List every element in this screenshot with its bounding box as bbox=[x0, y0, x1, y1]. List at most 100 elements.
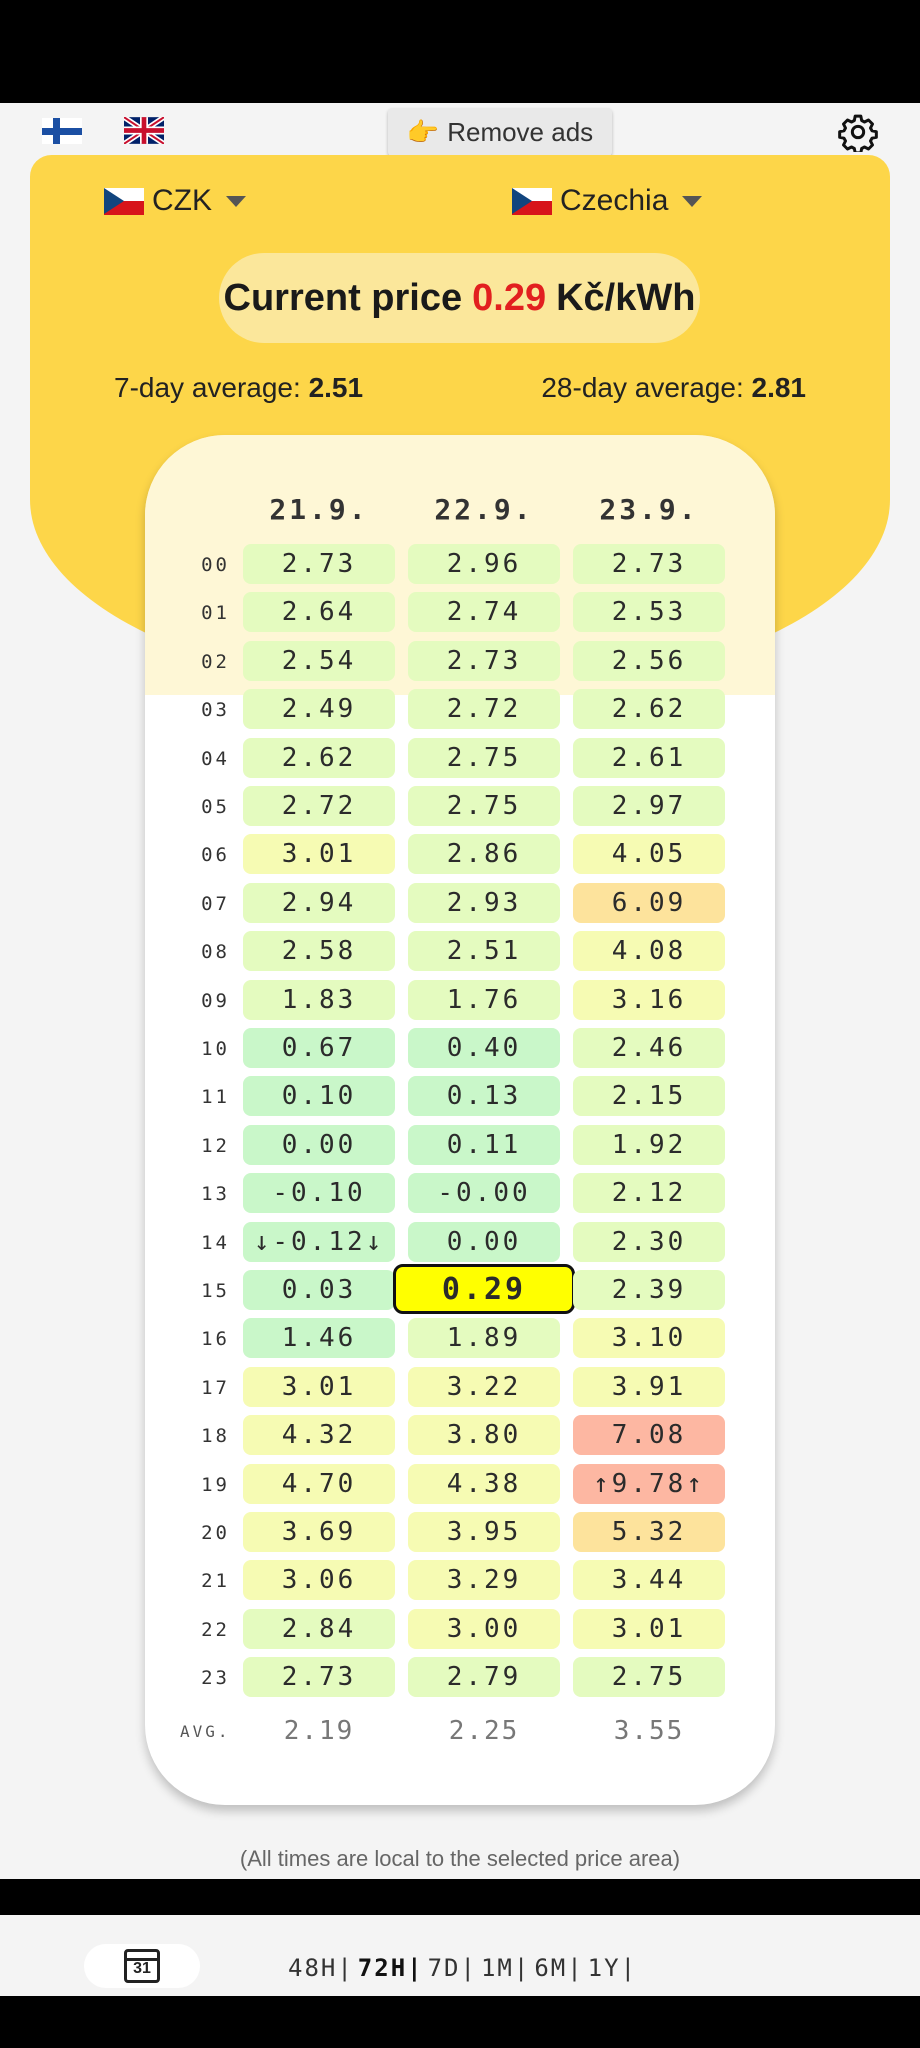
chevron-down-icon bbox=[226, 195, 246, 207]
price-cell: 3.06 bbox=[243, 1560, 395, 1601]
price-cell: -0.10 bbox=[243, 1173, 395, 1214]
range-option[interactable]: 72H| bbox=[357, 1954, 424, 1982]
current-price-unit: Kč/kWh bbox=[556, 276, 696, 319]
area-label: Czechia bbox=[560, 184, 669, 217]
hour-label: 14 bbox=[201, 1231, 230, 1254]
seven-day-average-label: 7-day average: bbox=[114, 372, 301, 403]
price-cell: 0.40 bbox=[408, 1028, 560, 1068]
range-option[interactable]: 48H| bbox=[288, 1954, 354, 1982]
price-cell: 2.97 bbox=[573, 786, 725, 826]
hour-label: 15 bbox=[201, 1280, 230, 1302]
avg-label: AVG. bbox=[180, 1722, 231, 1741]
price-cell: 0.03 bbox=[243, 1270, 395, 1310]
hour-label: 19 bbox=[201, 1473, 230, 1496]
price-cell: 2.46 bbox=[573, 1028, 725, 1068]
twentyeight-day-average: 28-day average: 2.81 bbox=[541, 372, 806, 404]
range-option[interactable]: 7D| bbox=[427, 1954, 477, 1982]
range-selector: 48H| 72H| 7D| 1M| 6M| 1Y| bbox=[288, 1954, 641, 1982]
settings-gear-icon[interactable] bbox=[838, 112, 878, 152]
calendar-icon: 31 bbox=[124, 1949, 160, 1983]
price-cell: 7.08 bbox=[573, 1415, 725, 1456]
hour-label: 09 bbox=[201, 989, 230, 1012]
column-average: 2.25 bbox=[448, 1716, 520, 1746]
hour-label: 17 bbox=[201, 1376, 230, 1399]
price-cell: 2.64 bbox=[243, 592, 395, 633]
price-cell: 3.44 bbox=[573, 1560, 725, 1601]
price-cell: 3.80 bbox=[408, 1415, 560, 1456]
price-cell: 2.62 bbox=[573, 689, 725, 730]
status-bar bbox=[0, 0, 920, 103]
currency-selector[interactable]: CZK bbox=[104, 184, 246, 218]
price-cell: 2.56 bbox=[573, 640, 725, 681]
price-cell: 2.51 bbox=[408, 931, 560, 972]
range-option[interactable]: 1M| bbox=[480, 1954, 531, 1982]
price-cell: 2.73 bbox=[243, 1657, 395, 1698]
price-cell: 0.13 bbox=[408, 1076, 560, 1117]
price-cell: 3.10 bbox=[573, 1318, 725, 1359]
range-option[interactable]: 1Y| bbox=[587, 1954, 638, 1982]
price-cell: 1.92 bbox=[573, 1124, 725, 1165]
price-cell: ↓-0.12↓ bbox=[243, 1221, 395, 1262]
price-cell: 2.73 bbox=[408, 640, 560, 681]
price-cell: 2.75 bbox=[408, 737, 560, 778]
price-cell: 2.96 bbox=[408, 544, 560, 584]
area-selector[interactable]: Czechia bbox=[512, 184, 703, 218]
remove-ads-button[interactable]: 👉 Remove ads bbox=[388, 108, 612, 156]
price-cell: 2.79 bbox=[408, 1657, 560, 1698]
finland-flag-icon[interactable] bbox=[42, 118, 82, 144]
navigation-divider-bar bbox=[0, 1879, 920, 1915]
price-cell: 3.01 bbox=[243, 834, 395, 875]
date-header: 23.9. bbox=[599, 493, 699, 526]
price-cell: 3.01 bbox=[573, 1608, 725, 1649]
price-cell: 2.61 bbox=[573, 737, 725, 778]
price-cell: 4.05 bbox=[573, 834, 725, 875]
price-cell: 0.00 bbox=[243, 1124, 395, 1165]
price-cell: 0.11 bbox=[408, 1124, 560, 1165]
price-cell: 2.86 bbox=[408, 834, 560, 875]
hour-label: 04 bbox=[201, 747, 230, 770]
price-cell: 1.46 bbox=[243, 1318, 395, 1359]
column-average: 2.19 bbox=[283, 1716, 355, 1746]
price-cell: 5.32 bbox=[573, 1512, 725, 1552]
hour-label: 12 bbox=[201, 1134, 230, 1157]
current-price-value: 0.29 bbox=[472, 276, 547, 319]
price-cell: 2.73 bbox=[243, 544, 395, 584]
hour-label: 05 bbox=[201, 796, 230, 818]
hour-label: 21 bbox=[201, 1570, 230, 1593]
hour-label: 06 bbox=[201, 844, 230, 867]
price-cell: 2.93 bbox=[408, 882, 560, 923]
twentyeight-day-average-label: 28-day average: bbox=[541, 372, 744, 403]
pointing-hand-icon: 👉 bbox=[406, 116, 440, 147]
price-cell: 2.30 bbox=[573, 1221, 725, 1262]
hour-label: 00 bbox=[201, 554, 230, 576]
timezone-note: (All times are local to the selected pri… bbox=[239, 1846, 681, 1871]
seven-day-average: 7-day average: 2.51 bbox=[114, 372, 363, 404]
czech-flag-icon bbox=[512, 187, 552, 215]
price-cell: 2.62 bbox=[243, 737, 395, 778]
price-cell: 2.74 bbox=[408, 592, 560, 633]
hour-label: 01 bbox=[201, 602, 230, 625]
date-header: 21.9. bbox=[269, 493, 369, 526]
price-cell: 4.32 bbox=[243, 1415, 395, 1456]
price-cell: 2.75 bbox=[408, 786, 560, 826]
hour-label: 16 bbox=[201, 1328, 230, 1351]
price-cell: ↑9.78↑ bbox=[573, 1463, 725, 1504]
price-cell: 2.73 bbox=[573, 544, 725, 584]
price-cell: 2.54 bbox=[243, 640, 395, 681]
range-option[interactable]: 6M| bbox=[534, 1954, 584, 1982]
price-cell: 4.70 bbox=[243, 1463, 395, 1504]
czech-flag-icon bbox=[104, 187, 144, 215]
price-cell: 3.22 bbox=[408, 1366, 560, 1407]
price-cell: 2.72 bbox=[243, 786, 395, 826]
price-cell: 2.15 bbox=[573, 1076, 725, 1117]
uk-flag-icon[interactable] bbox=[124, 117, 164, 144]
hour-label: 22 bbox=[201, 1618, 230, 1641]
hour-label: 03 bbox=[201, 699, 230, 722]
price-cell: 2.39 bbox=[573, 1270, 725, 1310]
price-cell: 1.89 bbox=[408, 1318, 560, 1359]
chevron-down-icon bbox=[682, 195, 703, 207]
price-cell: 4.38 bbox=[408, 1463, 560, 1504]
price-cell: 2.58 bbox=[243, 931, 395, 972]
price-cell: 3.29 bbox=[408, 1560, 560, 1601]
calendar-button[interactable]: 31 bbox=[84, 1944, 200, 1988]
